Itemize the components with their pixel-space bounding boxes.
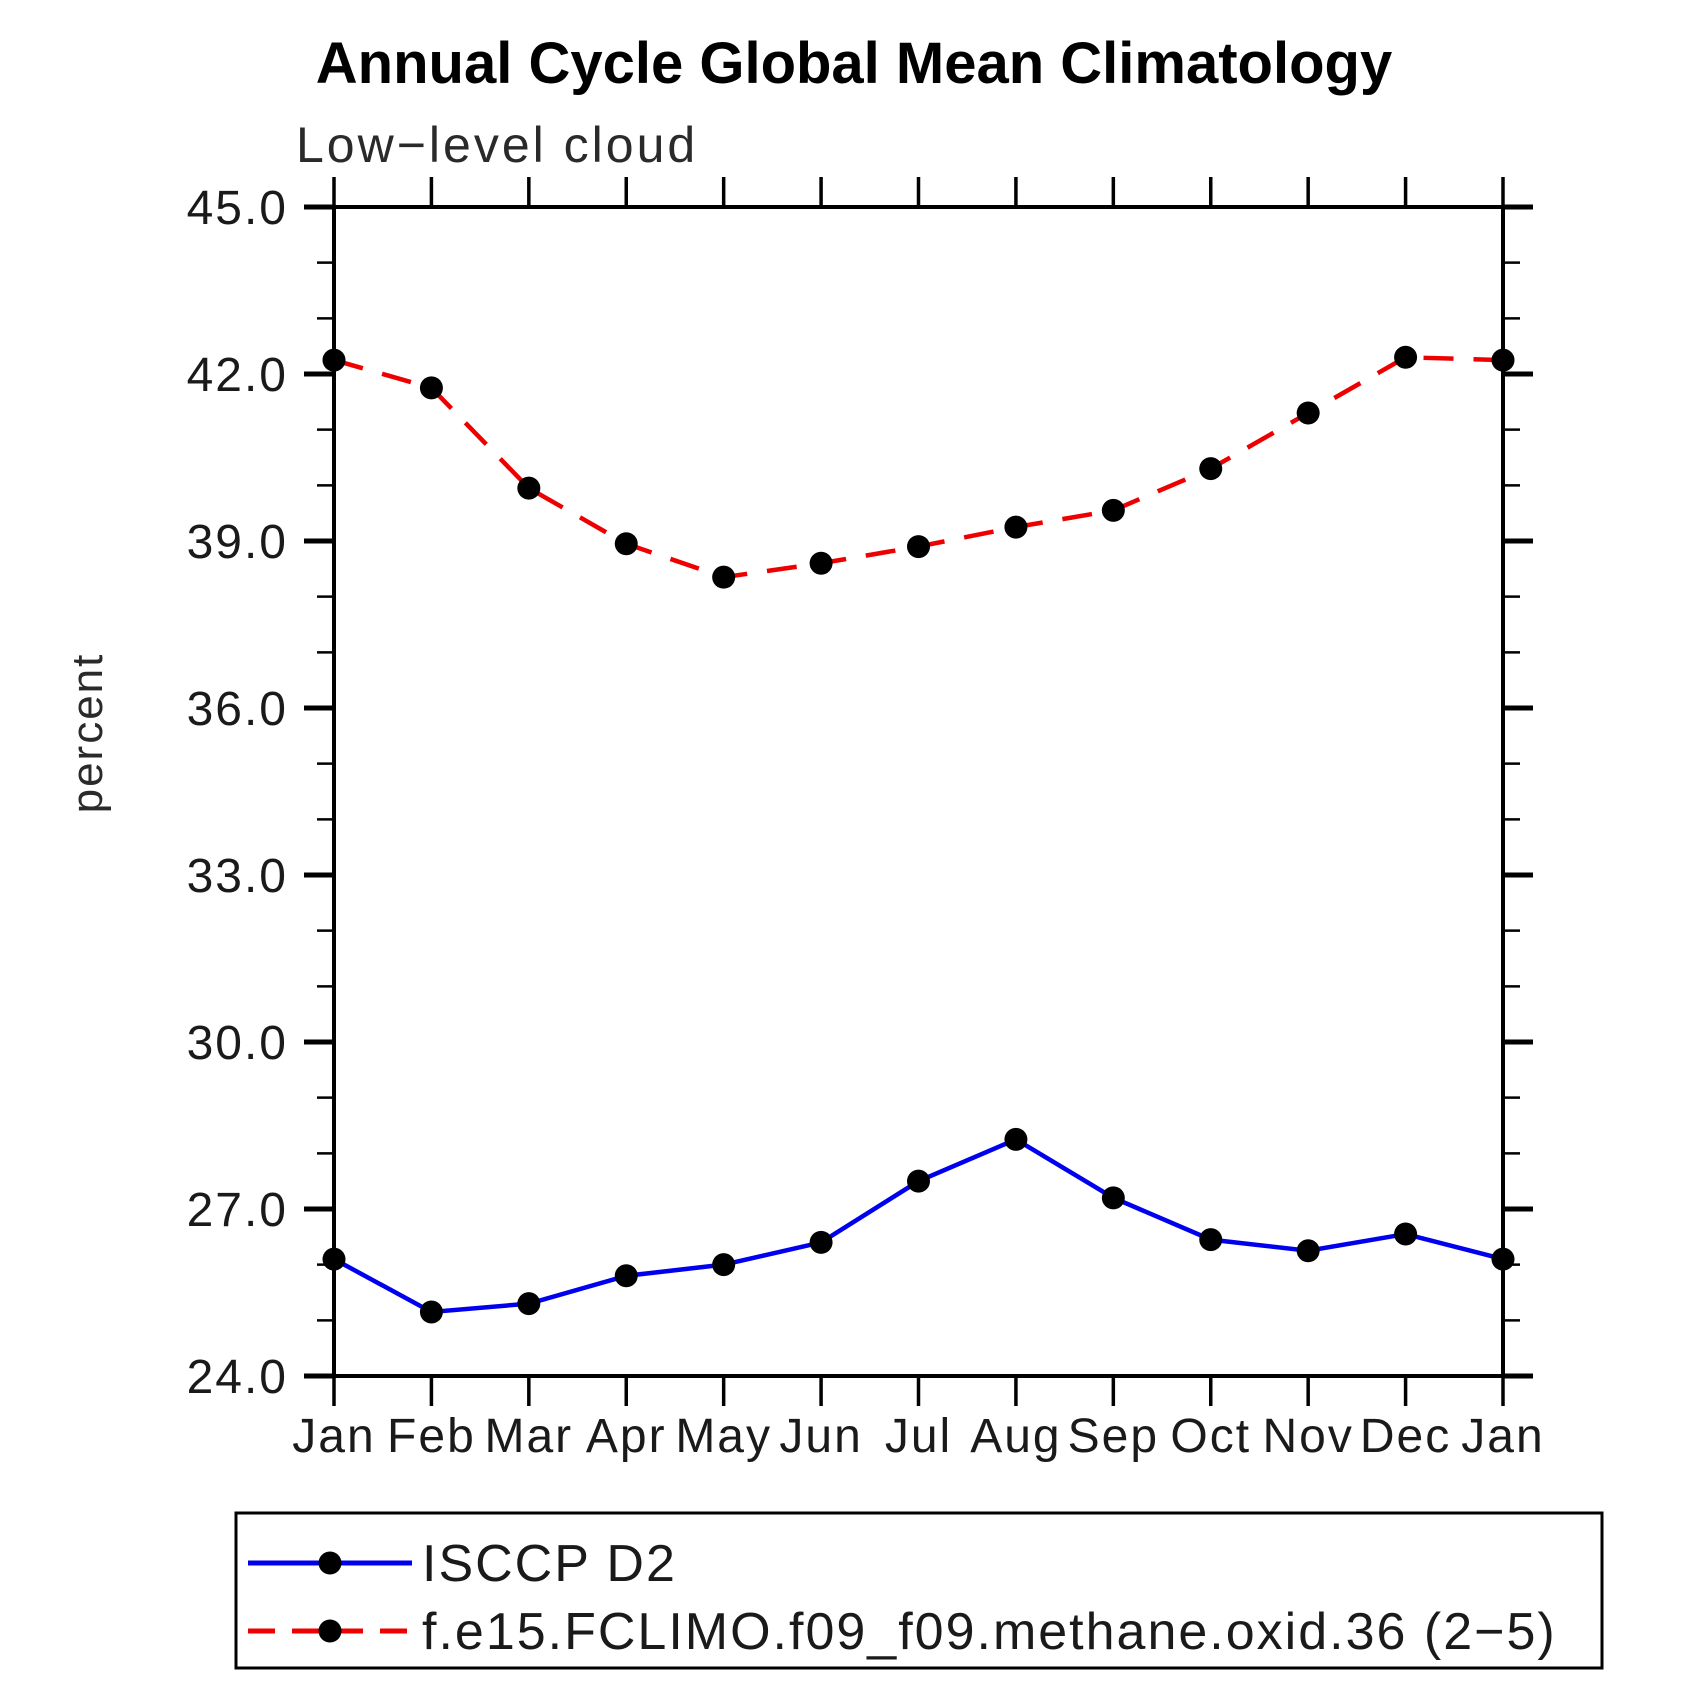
x-tick-label: Apr xyxy=(586,1410,667,1463)
data-point-marker xyxy=(712,565,736,589)
data-point-marker xyxy=(1296,401,1320,425)
y-tick-label: 27.0 xyxy=(187,1184,288,1237)
data-point-marker xyxy=(322,1247,346,1271)
data-point-marker xyxy=(1199,457,1223,481)
data-point-marker xyxy=(1296,1239,1320,1263)
legend-border xyxy=(234,1511,1604,1670)
data-point-marker xyxy=(517,476,541,500)
data-point-marker xyxy=(419,1300,443,1324)
data-point-marker xyxy=(1004,1127,1028,1151)
series-markers xyxy=(322,1127,1515,1324)
data-point-marker xyxy=(1101,498,1125,522)
x-tick-label: Mar xyxy=(484,1410,573,1463)
data-point-marker xyxy=(1004,515,1028,539)
legend-swatch-marker xyxy=(318,1551,342,1575)
x-tick-label: Jul xyxy=(885,1410,952,1463)
data-point-marker xyxy=(1199,1228,1223,1252)
x-axis-ticks xyxy=(332,177,1505,1406)
y-tick-labels: 45.0 42.0 39.0 36.0 33.0 30.0 27.0 24.0 xyxy=(187,182,288,1404)
y-tick-label: 33.0 xyxy=(187,850,288,903)
y-tick-label: 39.0 xyxy=(187,516,288,569)
data-point-marker xyxy=(517,1292,541,1316)
legend-label: ISCCP D2 xyxy=(422,1535,677,1593)
data-point-marker xyxy=(322,348,346,372)
data-point-marker xyxy=(1394,345,1418,369)
x-tick-label: Jan xyxy=(1461,1410,1544,1463)
data-point-marker xyxy=(809,1230,833,1254)
y-tick-label: 45.0 xyxy=(187,182,288,235)
data-point-marker xyxy=(1394,1222,1418,1246)
data-point-marker xyxy=(907,535,930,559)
x-tick-label: May xyxy=(675,1410,772,1463)
data-point-marker xyxy=(419,376,443,400)
data-point-marker xyxy=(1101,1186,1125,1210)
x-tick-label: Oct xyxy=(1170,1410,1251,1463)
x-tick-label: Sep xyxy=(1068,1410,1159,1463)
series-markers xyxy=(322,345,1515,589)
x-tick-label: Jan xyxy=(292,1410,375,1463)
legend-box: ISCCP D2 f.e15.FCLIMO.f09_f09.methane.oxi… xyxy=(234,1511,1604,1670)
y-tick-label: 30.0 xyxy=(187,1017,288,1070)
legend-item: ISCCP D2 xyxy=(248,1535,677,1593)
y-tick-label: 42.0 xyxy=(187,349,288,402)
chart-subtitle: Low−level cloud xyxy=(296,117,699,173)
data-point-marker xyxy=(1491,1247,1515,1271)
x-tick-labels: Jan Feb Mar Apr May Jun Jul Aug Sep Oct Nov Dec Jan xyxy=(292,1410,1544,1463)
x-tick-label: Feb xyxy=(387,1410,476,1463)
plot-frame xyxy=(332,205,1505,1378)
x-tick-label: Dec xyxy=(1360,1410,1451,1463)
y-tick-label: 36.0 xyxy=(187,683,288,736)
y-tick-label: 24.0 xyxy=(187,1351,288,1404)
data-point-marker xyxy=(712,1253,736,1277)
x-tick-label: Nov xyxy=(1262,1410,1353,1463)
legend-item: f.e15.FCLIMO.f09_f09.methane.oxid.36 (2−… xyxy=(248,1603,1557,1661)
x-tick-label: Aug xyxy=(970,1410,1061,1463)
y-axis-label: percent xyxy=(63,652,112,814)
data-point-marker xyxy=(614,1264,638,1288)
blue-series-line xyxy=(332,1136,1504,1315)
y-axis-ticks xyxy=(304,204,1533,1379)
x-tick-label: Jun xyxy=(779,1410,862,1463)
data-point-marker xyxy=(907,1169,930,1193)
data-point-marker xyxy=(1491,348,1515,372)
legend-label: f.e15.FCLIMO.f09_f09.methane.oxid.36 (2−… xyxy=(422,1603,1557,1661)
data-point-marker xyxy=(809,551,833,575)
legend-swatch-marker xyxy=(318,1619,342,1643)
data-point-marker xyxy=(614,532,638,556)
chart-title: Annual Cycle Global Mean Climatology xyxy=(315,31,1393,96)
